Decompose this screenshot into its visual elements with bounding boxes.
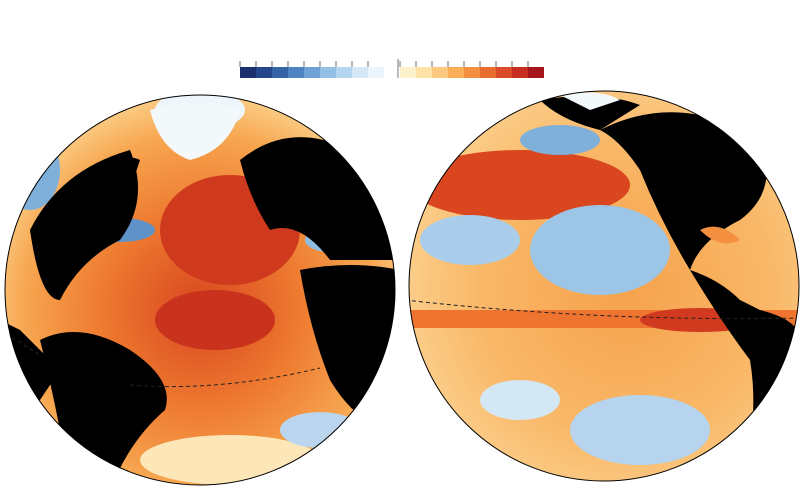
colorbar-swatch <box>256 67 272 78</box>
colorbar-swatch <box>368 67 384 78</box>
colorbar-swatch <box>512 67 528 78</box>
globe-atlantic <box>5 95 395 485</box>
colorbar-swatch <box>336 67 352 78</box>
colorbar-swatch <box>320 67 336 78</box>
globe-outline <box>4 94 396 486</box>
colorbar-swatch <box>352 67 368 78</box>
colorbar-swatch <box>496 67 512 78</box>
colorbar-swatch <box>400 67 416 78</box>
colorbar-swatch <box>288 67 304 78</box>
colorbar-swatch <box>464 67 480 78</box>
globe-pacific <box>409 91 799 481</box>
colorbar-swatch <box>272 67 288 78</box>
colorbar <box>239 59 544 78</box>
colorbar-swatch <box>240 67 256 78</box>
colorbar-swatch <box>416 67 432 78</box>
colorbar-swatch <box>432 67 448 78</box>
globe-outline <box>408 90 800 482</box>
colorbar-swatch <box>528 67 544 78</box>
colorbar-swatch <box>480 67 496 78</box>
colorbar-swatch <box>448 67 464 78</box>
colorbar-swatch <box>304 67 320 78</box>
